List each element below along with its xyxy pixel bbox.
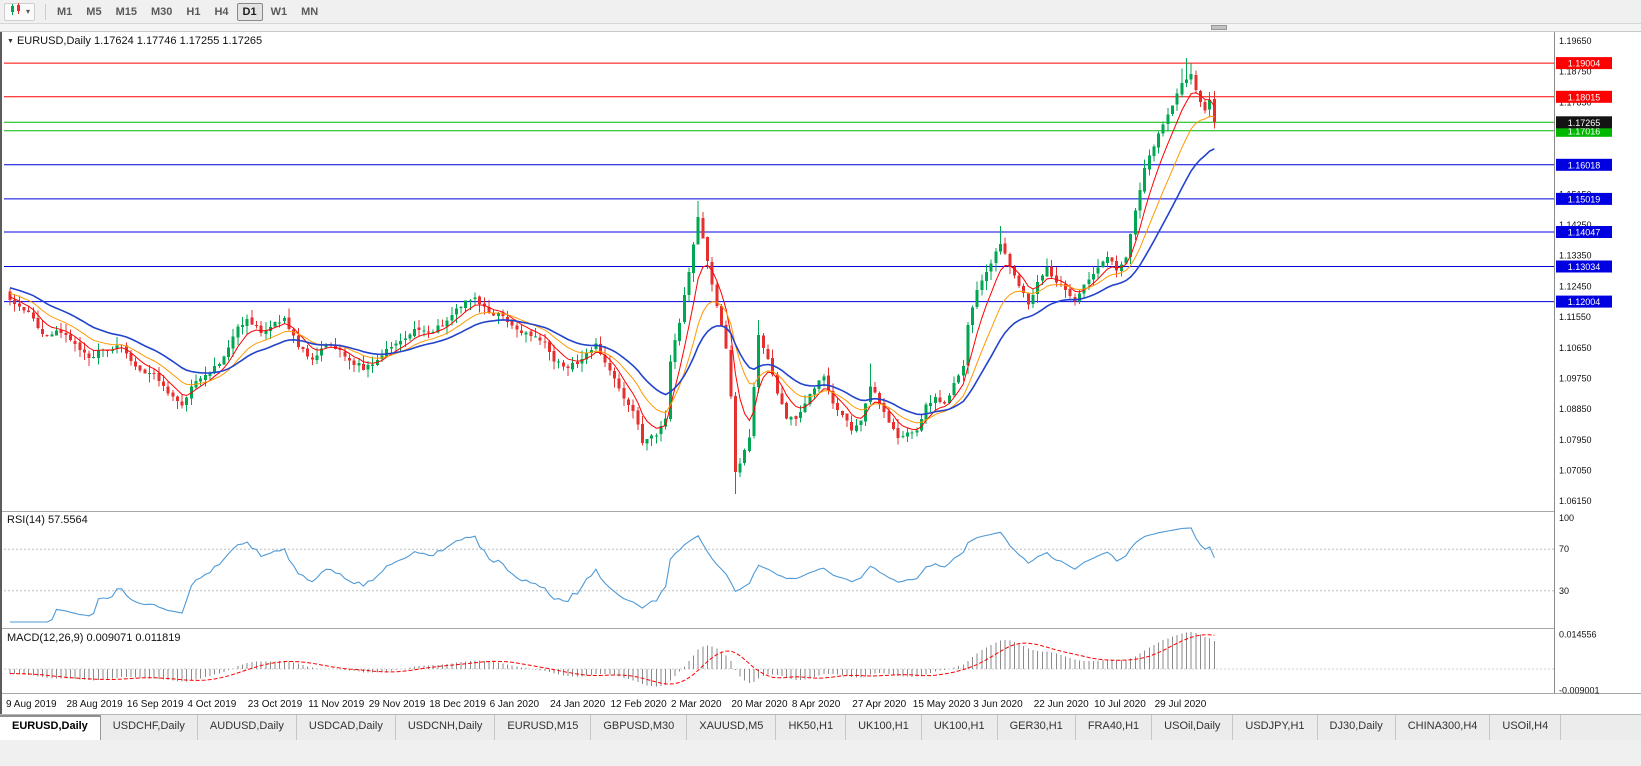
svg-text:27 Apr 2020: 27 Apr 2020 [852,699,906,710]
svg-text:1.13034: 1.13034 [1568,262,1601,272]
svg-text:1.13350: 1.13350 [1559,251,1592,261]
svg-text:2 Mar 2020: 2 Mar 2020 [671,699,722,710]
horizontal-lines[interactable] [4,62,1555,303]
chart-tab-usoil-daily[interactable]: USOil,Daily [1152,715,1234,740]
svg-text:8 Apr 2020: 8 Apr 2020 [792,699,841,710]
chart-tab-uk100-h1[interactable]: UK100,H1 [846,715,922,740]
timeframe-buttons: M1 M5 M15 M30 H1 H4 D1 W1 MN [50,2,325,21]
chart-left-border [0,32,2,714]
chart-tab-eurusd-daily[interactable]: EURUSD,Daily [0,715,101,740]
svg-text:29 Nov 2019: 29 Nov 2019 [369,699,426,710]
svg-text:9 Aug 2019: 9 Aug 2019 [6,699,57,710]
macd-panel [4,632,1555,687]
timeframe-button-m5[interactable]: M5 [86,5,102,18]
svg-text:1.09750: 1.09750 [1559,373,1592,383]
chart-tab-usdjpy-h1[interactable]: USDJPY,H1 [1233,715,1318,740]
chart-tab-hk50-h1[interactable]: HK50,H1 [776,715,847,740]
chart-type-button[interactable]: ▾ [4,2,36,21]
timeframe-button-w1[interactable]: W1 [270,5,288,18]
rsi-indicator-label: RSI(14) 57.5564 [7,514,88,526]
timeframe-button-d1[interactable]: D1 [236,2,263,21]
svg-text:1.07050: 1.07050 [1559,465,1592,475]
svg-text:70: 70 [1559,544,1569,554]
svg-text:100: 100 [1559,513,1574,523]
chart-area: 1.196501.187501.178501.169501.160501.151… [0,32,1641,714]
macd-indicator-label: MACD(12,26,9) 0.009071 0.011819 [7,632,181,644]
chart-menu-arrow-icon[interactable]: ▼ [7,38,14,45]
scrollbar-thumb[interactable] [1211,25,1227,30]
timeframe-button-mn[interactable]: MN [301,5,319,18]
svg-text:-0.009001: -0.009001 [1559,685,1600,695]
svg-text:18 Dec 2019: 18 Dec 2019 [429,699,486,710]
price-chart-canvas[interactable]: 1.196501.187501.178501.169501.160501.151… [0,32,1641,714]
macd-histogram [9,632,1215,687]
svg-text:1.17016: 1.17016 [1568,126,1601,136]
chart-horizontal-scrollbar[interactable] [0,24,1641,32]
chart-tab-usdcnh-daily[interactable]: USDCNH,Daily [396,715,496,740]
chart-tab-gbpusd-m30[interactable]: GBPUSD,M30 [591,715,688,740]
svg-text:29 Jul 2020: 29 Jul 2020 [1155,699,1207,710]
moving-averages [9,92,1215,431]
svg-text:12 Feb 2020: 12 Feb 2020 [611,699,668,710]
svg-text:28 Aug 2019: 28 Aug 2019 [67,699,124,710]
svg-text:0.014556: 0.014556 [1559,629,1597,639]
chart-tab-usdchf-daily[interactable]: USDCHF,Daily [101,715,198,740]
chart-tab-usdcad-daily[interactable]: USDCAD,Daily [297,715,396,740]
svg-text:1.14047: 1.14047 [1568,228,1601,238]
chart-tab-uk100-h1[interactable]: UK100,H1 [922,715,998,740]
svg-text:22 Jun 2020: 22 Jun 2020 [1034,699,1089,710]
timeframe-button-m30[interactable]: M30 [150,5,173,18]
svg-text:1.10650: 1.10650 [1559,343,1592,353]
price-axis: 1.196501.187501.178501.169501.160501.151… [1554,32,1641,695]
svg-text:3 Jun 2020: 3 Jun 2020 [973,699,1023,710]
svg-text:1.12450: 1.12450 [1559,281,1592,291]
timeframe-toolbar: ▾ M1 M5 M15 M30 H1 H4 D1 W1 MN [0,0,1641,24]
svg-text:1.11550: 1.11550 [1559,312,1591,322]
chart-tab-usoil-h4[interactable]: USOil,H4 [1490,715,1562,740]
ohlc-info-text: EURUSD,Daily 1.17624 1.17746 1.17255 1.1… [16,35,263,47]
svg-text:6 Jan 2020: 6 Jan 2020 [490,699,540,710]
svg-text:1.14250: 1.14250 [1559,220,1592,230]
panel-separators[interactable] [0,511,1641,694]
chart-tab-audusd-daily[interactable]: AUDUSD,Daily [198,715,297,740]
chart-tab-china300-h4[interactable]: CHINA300,H4 [1396,715,1491,740]
timeframe-button-m1[interactable]: M1 [57,5,73,18]
chart-tabs-bar: EURUSD,Daily USDCHF,Daily AUDUSD,Daily USDC… [0,714,1641,740]
svg-text:15 May 2020: 15 May 2020 [913,699,971,710]
svg-text:11 Nov 2019: 11 Nov 2019 [308,699,364,710]
chart-tab-xauusd-m5[interactable]: XAUUSD,M5 [687,715,777,740]
price-tags: 1.19004 1.18015 1.17016 1.16018 1.15019 1.140… [1556,57,1612,308]
svg-text:24 Jan 2020: 24 Jan 2020 [550,699,605,710]
chart-tab-eurusd-m15[interactable]: EURUSD,M15 [495,715,592,740]
svg-text:20 Mar 2020: 20 Mar 2020 [731,699,788,710]
chart-tab-ger30-h1[interactable]: GER30,H1 [998,715,1076,740]
chart-tab-dj30-daily[interactable]: DJ30,Daily [1318,715,1396,740]
svg-text:1.19004: 1.19004 [1568,59,1601,69]
timeframe-button-m15[interactable]: M15 [115,5,137,18]
svg-text:10 Jul 2020: 10 Jul 2020 [1094,699,1146,710]
chart-tab-fra40-h1[interactable]: FRA40,H1 [1076,715,1153,740]
svg-text:23 Oct 2019: 23 Oct 2019 [248,699,303,710]
chevron-down-icon: ▾ [26,6,31,16]
rsi-panel [4,527,1555,623]
svg-text:16 Sep 2019: 16 Sep 2019 [127,699,184,710]
timeframe-button-h1[interactable]: H1 [186,5,201,18]
candlestick-chart-icon [9,2,24,21]
svg-text:1.18750: 1.18750 [1559,67,1592,77]
svg-text:1.08850: 1.08850 [1559,404,1592,414]
svg-text:30: 30 [1559,586,1569,596]
toolbar-separator [45,3,47,20]
svg-text:1.18015: 1.18015 [1568,92,1601,102]
svg-text:1.16018: 1.16018 [1568,160,1601,170]
svg-text:4 Oct 2019: 4 Oct 2019 [187,699,236,710]
svg-text:1.17265: 1.17265 [1568,118,1601,128]
svg-text:1.15019: 1.15019 [1568,194,1601,204]
svg-text:1.19650: 1.19650 [1559,36,1592,46]
svg-text:1.06150: 1.06150 [1559,496,1592,506]
ohlc-info-line: ▼ EURUSD,Daily 1.17624 1.17746 1.17255 1.… [7,35,262,47]
timeframe-button-h4[interactable]: H4 [214,5,229,18]
svg-text:1.07950: 1.07950 [1559,435,1592,445]
svg-text:1.12004: 1.12004 [1568,297,1601,307]
time-axis: 9 Aug 2019 28 Aug 2019 16 Sep 2019 4 Oct 20… [0,694,1641,714]
